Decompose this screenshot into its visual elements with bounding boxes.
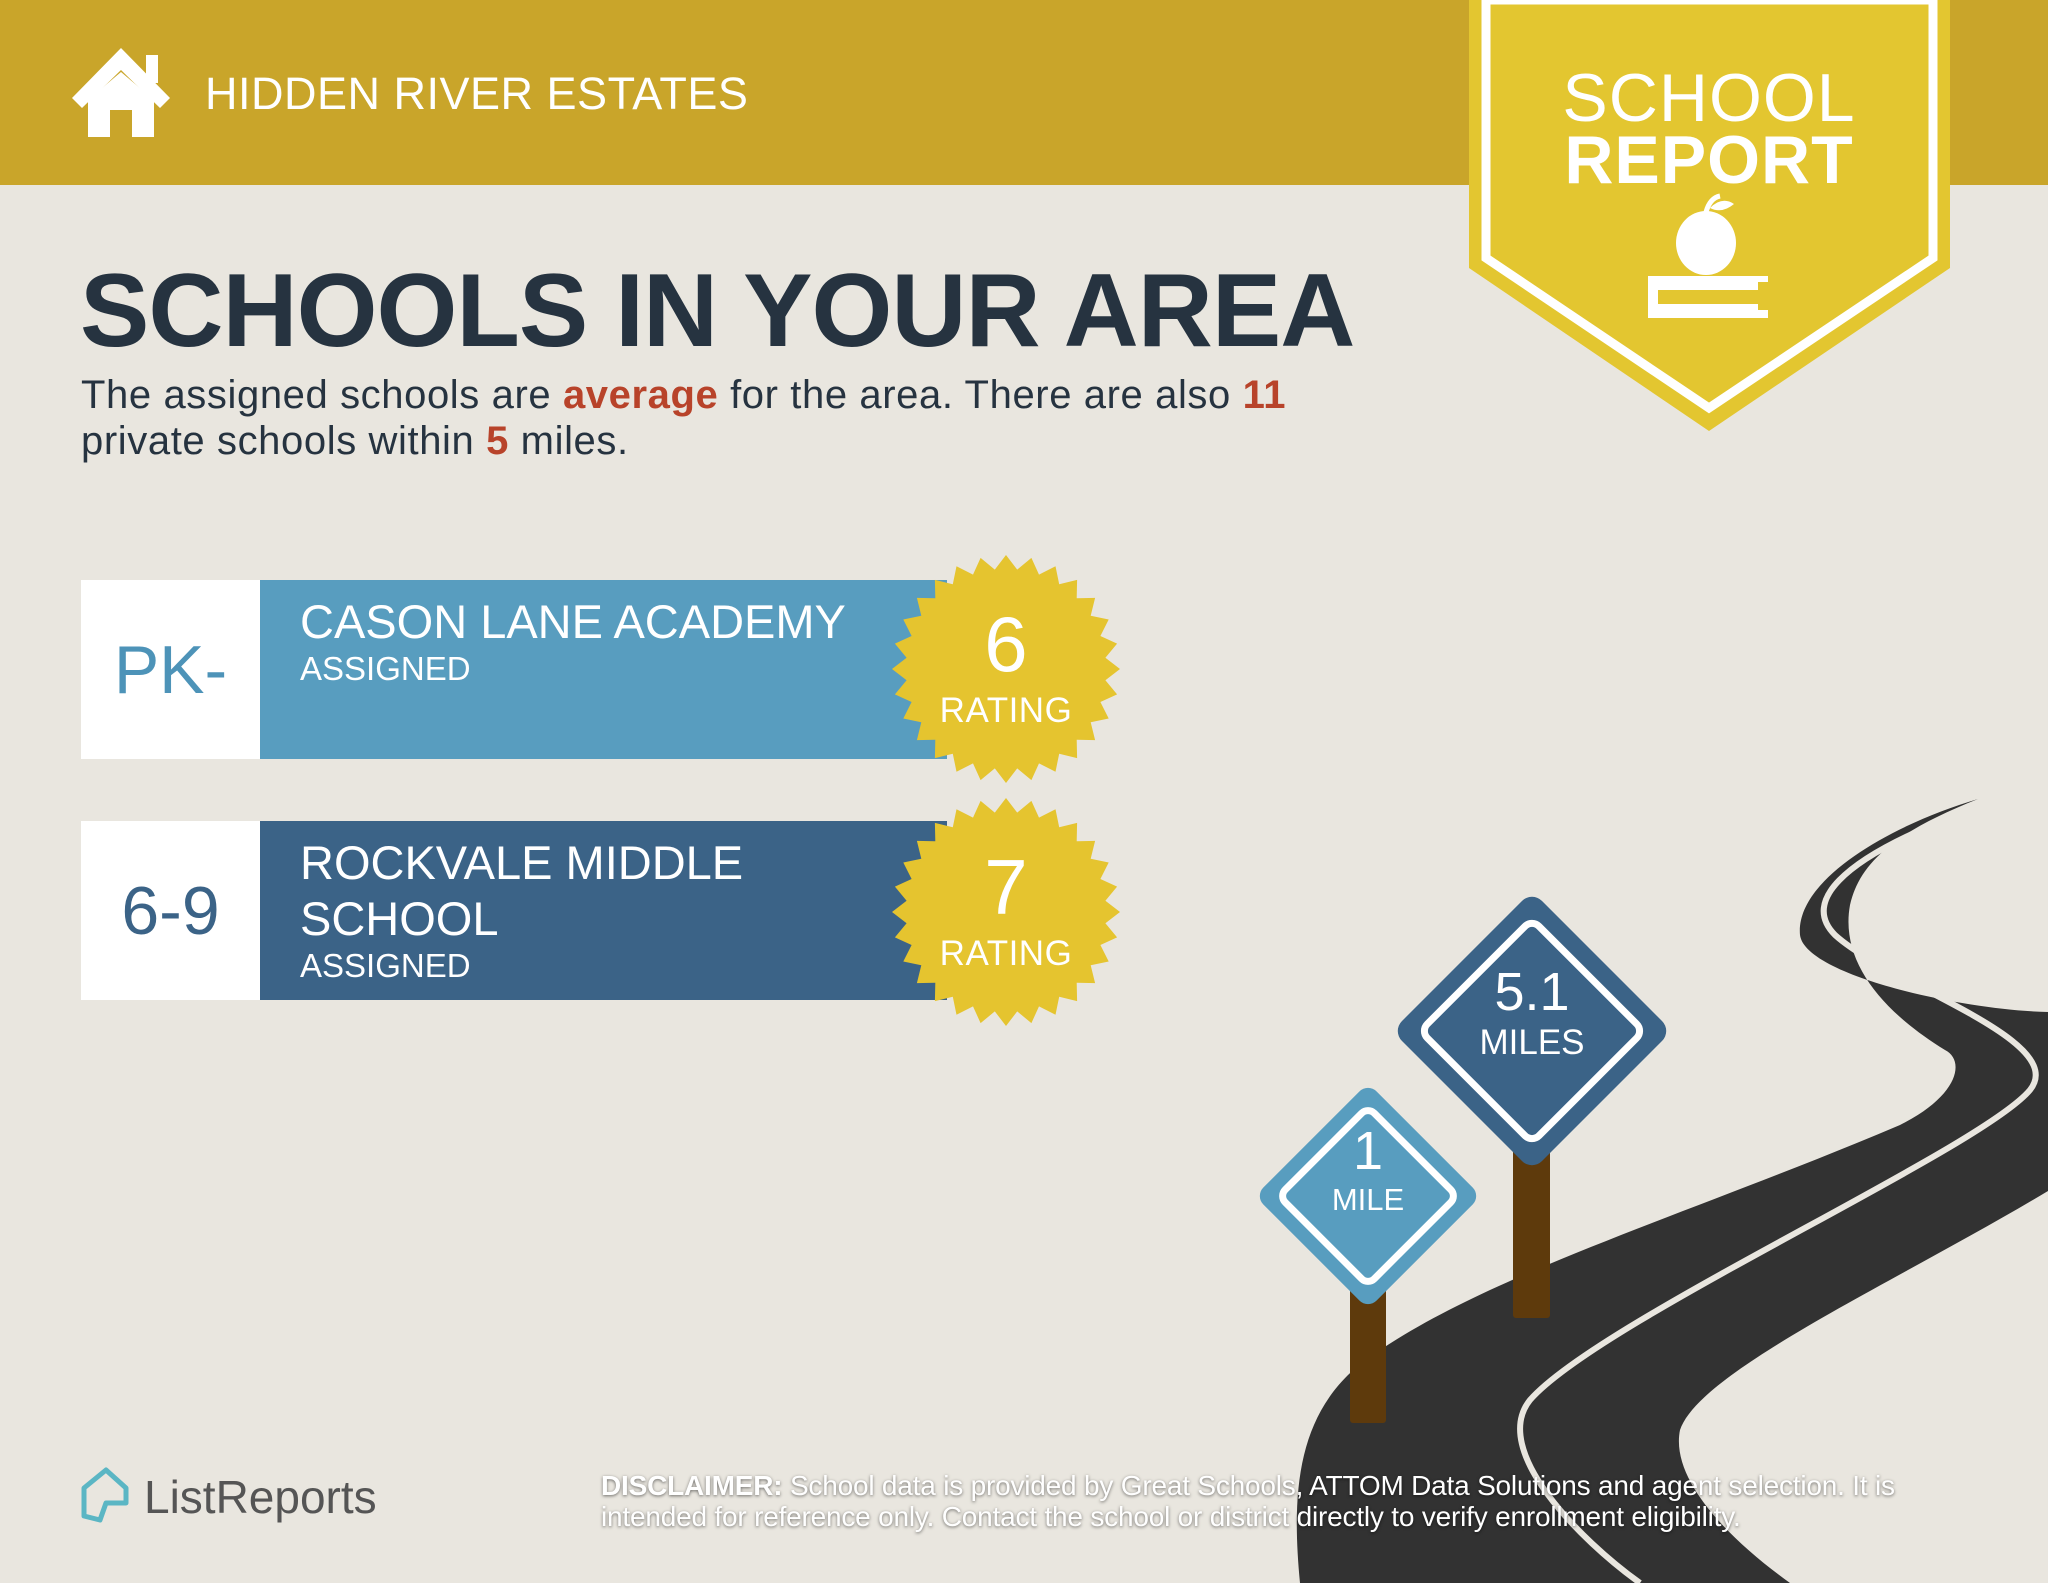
school-band: CASON LANE ACADEMY ASSIGNED [260,580,947,759]
distance-sign-5-1-miles [1397,896,1667,1166]
school-band: ROCKVALE MIDDLE SCHOOL ASSIGNED [260,821,947,1000]
search-radius: 5 [486,419,509,463]
rating-label: RATING [939,691,1073,730]
private-school-count: 11 [1242,373,1287,417]
summary-part: private schools within [81,419,487,463]
grade-range: 6-9 [81,821,260,1000]
apple-on-book-icon [1648,193,1768,318]
sign-unit: MILE [1331,1182,1405,1217]
disclaimer-label: DISCLAIMER: [601,1470,783,1501]
sign-post [1350,1270,1386,1423]
summary-part: The assigned schools are [81,373,563,417]
rating-value: 6 [984,600,1028,688]
school-row[interactable]: PK- CASON LANE ACADEMY ASSIGNED [81,580,947,759]
listreports-logo-icon [81,1467,129,1523]
rating-label: RATING [939,934,1073,973]
school-row[interactable]: 6-9 ROCKVALE MIDDLE SCHOOL ASSIGNED [81,821,947,1000]
home-icon [72,48,170,137]
quality-rating: average [562,373,719,417]
rating-value: 7 [984,843,1028,931]
sign-value: 1 [1352,1121,1384,1181]
road-center-line [1517,823,2039,1583]
sign-post [1513,1120,1550,1318]
rating-seal-label: 7 RATING [891,848,1121,974]
school-name-line-2: SCHOOL [300,892,499,945]
school-name: CASON LANE ACADEMY [300,595,846,648]
summary-text: The assigned schools are average for the… [81,372,1461,464]
sign-label: 1 MILE [1288,1124,1448,1218]
disclaimer-text: School data is provided by Great Schools… [601,1470,1895,1532]
school-status: ASSIGNED [300,947,471,984]
listreports-logo: ListReports [144,1471,377,1523]
school-name-line-1: ROCKVALE MIDDLE [300,836,744,889]
badge-line-2: REPORT [1564,122,1854,198]
summary-part: for the area. There are also [718,373,1243,417]
grade-range: PK- [81,580,260,759]
rating-seal-label: 6 RATING [891,605,1121,731]
sign-label: 5.1 MILES [1432,965,1632,1063]
school-status: ASSIGNED [300,650,471,687]
sign-unit: MILES [1479,1023,1585,1062]
header-title: HIDDEN RIVER ESTATES [205,68,749,119]
sign-value: 5.1 [1494,962,1570,1022]
summary-part: miles. [508,419,629,463]
page-title: SCHOOLS IN YOUR AREA [80,253,1355,369]
road [1296,799,2048,1583]
badge-line-1: SCHOOL [1562,60,1856,136]
distance-sign-1-mile [1259,1087,1477,1305]
disclaimer: DISCLAIMER: School data is provided by G… [601,1470,1981,1532]
